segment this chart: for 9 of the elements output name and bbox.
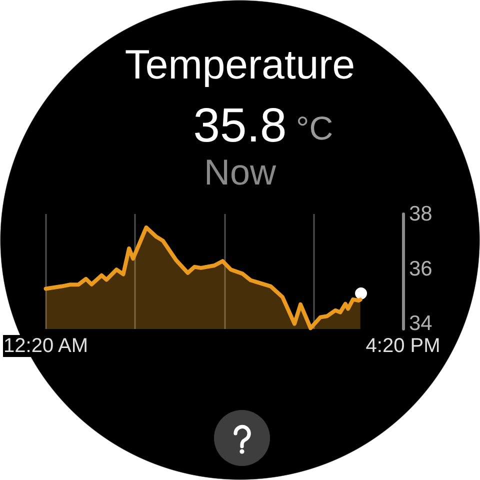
chart-title: Temperature: [124, 42, 356, 88]
y-tick-label: 38: [409, 202, 432, 226]
x-tick-label: 4:20 PM: [366, 335, 440, 357]
text: 35.8: [193, 100, 287, 152]
y-tick-label: 36: [409, 257, 432, 280]
x-tick-label: 12:20 AM: [4, 335, 88, 357]
y-tick-label: 34: [409, 312, 433, 336]
text: °C: [296, 110, 334, 146]
text: Now: [204, 152, 278, 192]
